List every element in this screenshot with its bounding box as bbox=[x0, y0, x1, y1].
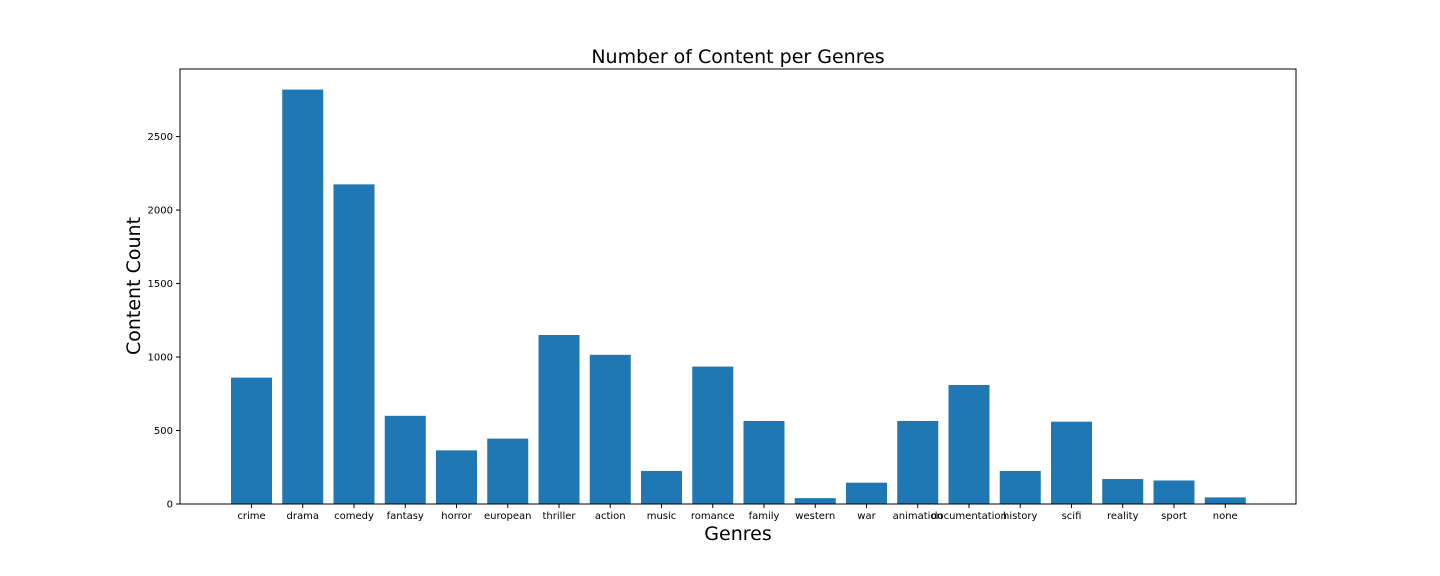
x-tick-label: scifi bbox=[1062, 511, 1082, 522]
y-tick-label: 500 bbox=[154, 426, 173, 437]
x-tick-label: music bbox=[647, 511, 677, 522]
bars-group bbox=[231, 89, 1246, 505]
bar-war bbox=[846, 482, 887, 504]
x-axis-ticks: crime drama comedy fantasy horror european thr… bbox=[237, 504, 1238, 522]
y-axis-title: Content Count bbox=[123, 217, 145, 355]
x-tick-label: fantasy bbox=[387, 511, 424, 522]
y-tick-label: 2500 bbox=[148, 132, 173, 143]
bar-crime bbox=[231, 377, 272, 504]
x-tick-label: action bbox=[595, 511, 626, 522]
x-tick-label: western bbox=[795, 511, 835, 522]
y-axis-ticks: 0 500 1000 1500 2000 2500 bbox=[148, 132, 180, 511]
y-tick-label: 0 bbox=[167, 500, 173, 511]
x-tick-label: war bbox=[857, 511, 876, 522]
x-tick-label: romance bbox=[691, 511, 735, 522]
bar-comedy bbox=[333, 184, 375, 505]
bar-documentation bbox=[948, 384, 990, 504]
x-tick-label: history bbox=[1003, 511, 1037, 522]
x-tick-label: european bbox=[484, 511, 531, 522]
bar-scifi bbox=[1051, 421, 1092, 504]
x-tick-label: reality bbox=[1107, 511, 1139, 522]
bar-none bbox=[1204, 497, 1246, 504]
bar-reality bbox=[1102, 479, 1144, 504]
y-tick-label: 1000 bbox=[148, 353, 173, 364]
plot-frame bbox=[179, 68, 1297, 505]
bar-horror bbox=[436, 450, 477, 504]
x-tick-label: animation bbox=[893, 511, 943, 522]
bar-drama bbox=[282, 89, 324, 504]
x-tick-label: family bbox=[749, 511, 780, 522]
bar-thriller bbox=[538, 335, 580, 504]
x-tick-label: horror bbox=[441, 511, 472, 522]
bar-sport bbox=[1153, 480, 1195, 504]
y-tick-label: 1500 bbox=[148, 279, 173, 290]
bar-western bbox=[794, 498, 836, 504]
x-tick-label: none bbox=[1213, 511, 1238, 522]
bar-music bbox=[641, 470, 682, 504]
x-tick-label: drama bbox=[287, 511, 319, 522]
bar-european bbox=[487, 438, 529, 504]
bar-fantasy bbox=[384, 415, 426, 504]
y-tick-label: 2000 bbox=[148, 206, 173, 217]
bar-action bbox=[589, 354, 631, 504]
bar-romance bbox=[692, 366, 734, 504]
bar-animation bbox=[897, 420, 939, 504]
x-tick-label: crime bbox=[237, 511, 265, 522]
chart-title: Number of Content per Genres bbox=[591, 46, 884, 68]
bar-family bbox=[743, 420, 785, 504]
x-axis-title: Genres bbox=[704, 523, 771, 545]
x-tick-label: documentation bbox=[931, 511, 1007, 522]
x-tick-label: thriller bbox=[543, 511, 577, 522]
x-tick-label: sport bbox=[1161, 511, 1187, 522]
bar-history bbox=[999, 470, 1041, 504]
x-tick-label: comedy bbox=[334, 511, 374, 522]
